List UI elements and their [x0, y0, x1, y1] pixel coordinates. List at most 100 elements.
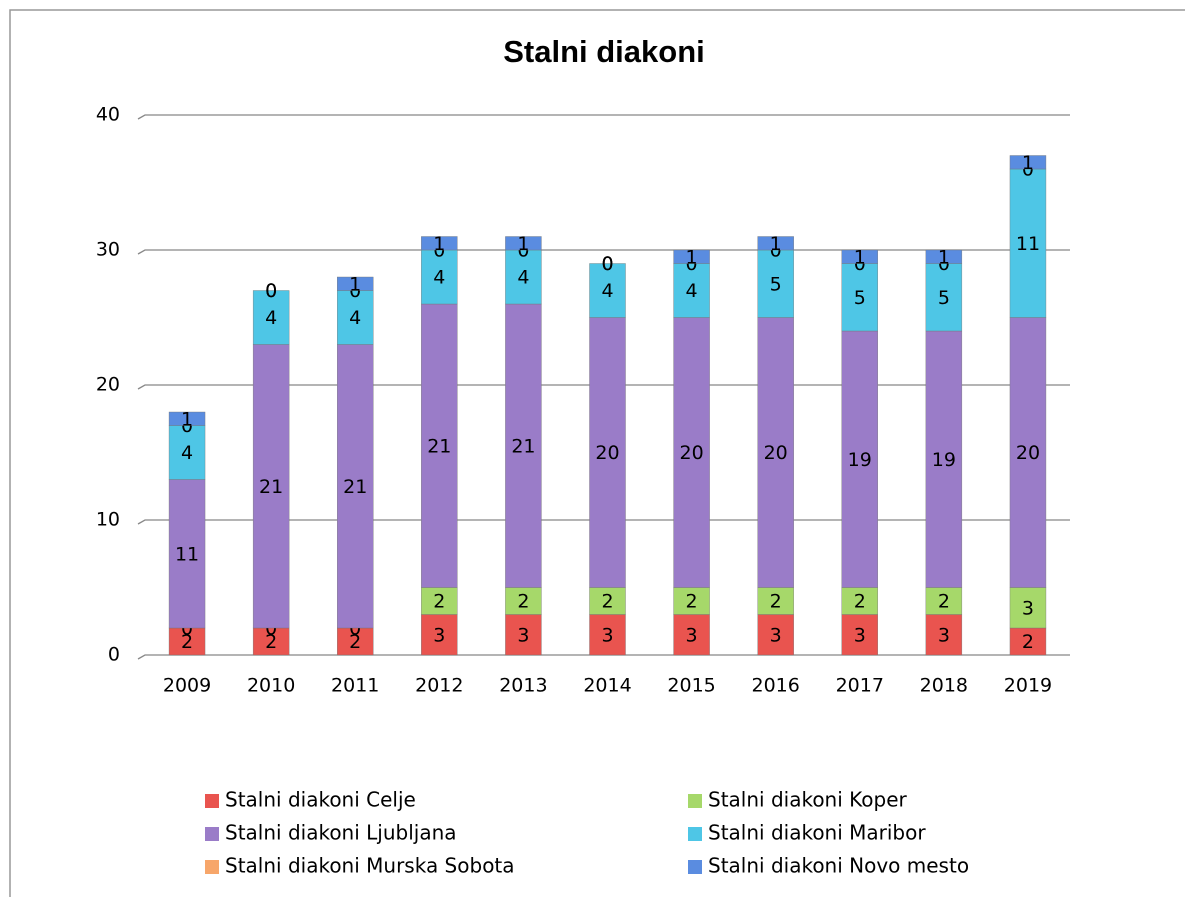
bar-segment — [841, 614, 878, 656]
data-label: 1 — [517, 233, 529, 255]
data-label: 4 — [517, 267, 529, 289]
legend-swatch — [205, 794, 219, 808]
x-tick-label: 2015 — [667, 675, 715, 697]
data-label: 21 — [427, 435, 451, 457]
data-label: 2 — [854, 591, 866, 613]
legend-label: Stalni diakoni Maribor — [708, 821, 926, 845]
bar-segment — [505, 614, 542, 656]
bar-segment — [1009, 155, 1047, 170]
chart-title: Stalni diakoni — [503, 34, 705, 69]
data-label: 2 — [770, 591, 782, 613]
data-label: 1 — [181, 408, 193, 430]
bar-segment — [589, 587, 626, 615]
data-label: 4 — [601, 280, 613, 302]
bar-segment — [505, 303, 542, 588]
data-label: 2 — [938, 591, 950, 613]
bar-segment — [168, 627, 206, 656]
bar-segment — [1009, 168, 1047, 318]
data-label: 21 — [259, 476, 283, 498]
data-label: 4 — [349, 307, 361, 329]
data-label: 2 — [349, 631, 361, 653]
y-tick-label: 40 — [96, 104, 120, 126]
bar-segment — [589, 317, 626, 588]
bar-segment — [337, 276, 374, 291]
bar-segment — [673, 587, 710, 615]
bar-segment — [1009, 587, 1047, 629]
data-label: 2 — [517, 591, 529, 613]
bar-segment — [841, 587, 878, 615]
data-label: 4 — [686, 280, 698, 302]
data-label: 2 — [181, 631, 193, 653]
bar-segment — [757, 236, 794, 251]
bar-segment — [505, 249, 542, 305]
data-label: 11 — [1016, 233, 1040, 255]
y-tick-label: 10 — [96, 509, 120, 531]
bar-segment — [757, 587, 794, 615]
data-label: 3 — [433, 624, 445, 646]
grid-line — [137, 114, 1070, 120]
data-label: 4 — [433, 267, 445, 289]
data-label: 0 — [601, 253, 613, 275]
data-label: 4 — [181, 442, 193, 464]
legend-swatch — [688, 827, 702, 841]
bar-segment — [925, 263, 963, 332]
data-label: 2 — [686, 591, 698, 613]
legend-swatch — [688, 860, 702, 874]
bar-segment — [337, 290, 374, 345]
bar-segment — [925, 587, 963, 615]
bar-segment — [841, 249, 878, 264]
x-tick-label: 2016 — [752, 675, 800, 697]
data-label: 19 — [848, 449, 872, 471]
data-label: 1 — [433, 233, 445, 255]
bar-segment — [168, 411, 206, 426]
legend-label: Stalni diakoni Koper — [708, 788, 907, 812]
bar-segment — [337, 344, 374, 629]
bar-segment — [505, 587, 542, 615]
data-label: 21 — [343, 476, 367, 498]
data-label: 2 — [433, 591, 445, 613]
x-tick-label: 2013 — [499, 675, 547, 697]
data-label: 5 — [938, 287, 950, 309]
legend-swatch — [205, 827, 219, 841]
x-tick-label: 2017 — [836, 675, 884, 697]
legend-label: Stalni diakoni Celje — [225, 788, 416, 812]
legend-swatch — [205, 860, 219, 874]
data-label: 1 — [686, 246, 698, 268]
bar-segment — [421, 236, 458, 251]
data-label: 5 — [770, 273, 782, 295]
bar-segment — [841, 330, 878, 588]
y-tick-label: 0 — [108, 644, 120, 666]
data-label: 3 — [938, 624, 950, 646]
data-label: 3 — [601, 624, 613, 646]
bar-segment — [925, 330, 963, 588]
data-label: 1 — [854, 246, 866, 268]
bar-segment — [421, 303, 458, 588]
data-label: 0 — [265, 280, 277, 302]
bar-segment — [421, 587, 458, 615]
bar-segment — [925, 249, 963, 264]
bar-segment — [589, 614, 626, 656]
data-label: 20 — [1016, 442, 1040, 464]
bar-segment — [252, 290, 290, 345]
x-tick-label: 2014 — [583, 675, 631, 697]
data-label: 2 — [1022, 631, 1034, 653]
bar-segment — [168, 479, 206, 629]
bar-segment — [673, 614, 710, 656]
data-label: 20 — [679, 442, 703, 464]
bar-segment — [589, 263, 626, 318]
bar-segment — [673, 317, 710, 588]
y-tick-label: 20 — [96, 374, 120, 396]
data-label: 20 — [595, 442, 619, 464]
data-label: 3 — [854, 624, 866, 646]
data-label: 0 — [601, 253, 613, 275]
data-label: 11 — [175, 543, 199, 565]
bar-segment — [421, 614, 458, 656]
data-label: 19 — [932, 449, 956, 471]
bar-segment — [925, 614, 963, 656]
data-label: 3 — [517, 624, 529, 646]
y-tick-label: 30 — [96, 239, 120, 261]
data-label: 3 — [686, 624, 698, 646]
data-label: 1 — [1022, 152, 1034, 174]
grid-line — [137, 654, 1070, 660]
